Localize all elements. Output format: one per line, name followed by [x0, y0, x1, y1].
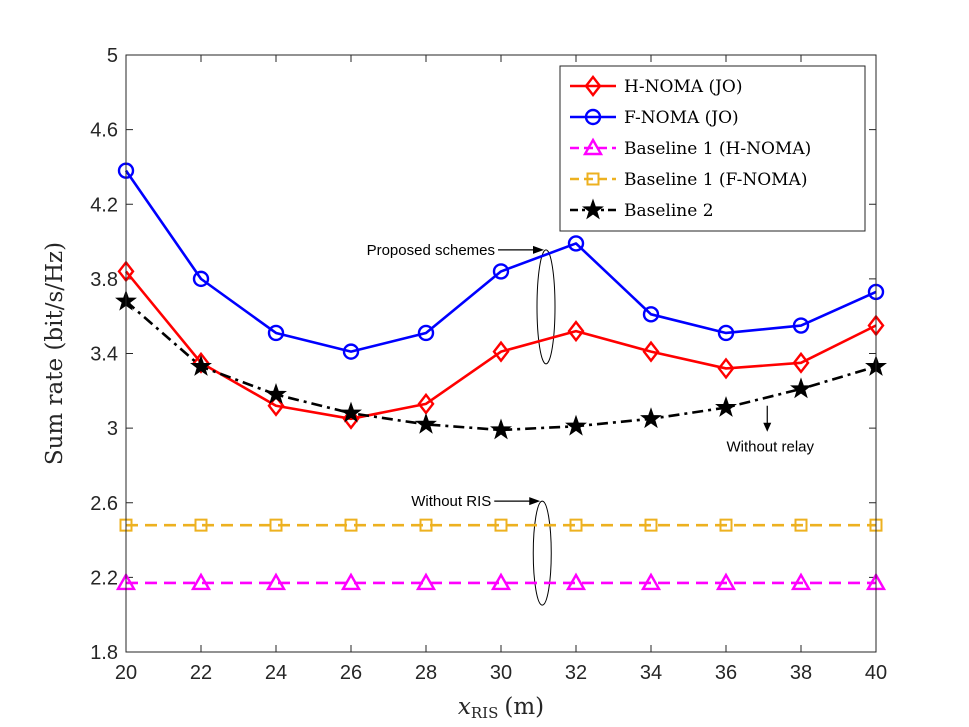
series-line-0 — [124, 270, 877, 421]
legend: H-NOMA (JO) F-NOMA (JO) Baseline 1 (H-NOMA… — [559, 65, 866, 232]
x-tick-label: 30 — [490, 662, 512, 684]
y-tick-label: 4.6 — [90, 120, 118, 142]
series-4-marker — [340, 401, 362, 423]
legend-marker-0 — [584, 75, 602, 97]
series-1-marker — [792, 317, 810, 334]
annotation-shapes — [494, 245, 772, 606]
x-tick-label: 20 — [115, 662, 137, 684]
annotation-labels: Proposed schemes Without RIS Without relay — [367, 242, 815, 510]
annotation-label: Without relay — [726, 439, 814, 456]
y-tick-label: 3 — [107, 418, 118, 440]
series-2-marker — [565, 572, 587, 591]
series-3-marker — [419, 518, 433, 532]
series-2-marker — [715, 572, 737, 591]
x-axis-label-unit: (m) — [504, 694, 544, 720]
x-tick-label: 36 — [715, 662, 737, 684]
series-0-marker — [642, 340, 660, 363]
y-tick-label: 2.6 — [90, 493, 118, 515]
series-4-marker — [715, 396, 737, 417]
tick-labels: 20 22 24 26 28 30 32 34 36 38 40 1.8 2.2 2.6 3 3.4 3.8 4.… — [90, 45, 887, 684]
y-axis-label: Sum rate (bit/s/Hz) — [42, 242, 68, 465]
series-4-marker — [640, 407, 662, 429]
series-2-marker — [790, 572, 812, 591]
annotation-label: Without RIS — [411, 493, 491, 510]
x-axis-label-sub: RIS — [471, 704, 499, 722]
x-tick-label: 40 — [865, 662, 887, 684]
series-1-marker — [267, 324, 285, 342]
x-tick-label: 26 — [340, 662, 362, 684]
series-4-marker — [265, 383, 287, 404]
series-3-marker — [194, 518, 208, 532]
legend-label-2: Baseline 1 (H-NOMA) — [624, 139, 811, 159]
series-1-marker — [642, 306, 660, 323]
series-4-marker — [415, 412, 437, 434]
legend-marker-2 — [582, 137, 604, 156]
legend-marker-1 — [584, 108, 602, 126]
series-3-marker — [794, 518, 808, 532]
series-line-1 — [124, 169, 877, 353]
series-1-marker — [342, 343, 360, 360]
series-3-marker — [344, 518, 358, 532]
series-2-marker — [190, 572, 212, 591]
series-1-marker — [567, 235, 585, 252]
series-2-marker — [490, 572, 512, 591]
series-1-marker — [417, 324, 435, 342]
series-3-marker — [494, 518, 508, 532]
series-3-marker — [569, 518, 583, 532]
series-3-marker — [719, 518, 733, 532]
x-axis-label-var: x — [458, 694, 471, 720]
series-line-4 — [125, 300, 877, 432]
series-1-marker — [717, 324, 735, 342]
x-tick-label: 22 — [190, 662, 212, 684]
x-axis-label: xRIS (m) — [458, 694, 544, 722]
y-tick-label: 3.8 — [90, 269, 118, 291]
series-1-marker — [492, 263, 510, 280]
axes-box — [125, 54, 877, 653]
series-0-marker — [567, 320, 585, 343]
series-4-marker — [565, 414, 587, 436]
annotation-arrow-head — [763, 422, 772, 432]
legend-label-0: H-NOMA (JO) — [624, 77, 743, 97]
x-tick-label: 38 — [790, 662, 812, 684]
legend-box — [559, 65, 866, 232]
annotation-ellipse — [536, 249, 556, 365]
annotation-arrow-head — [533, 245, 544, 254]
x-tick-label: 32 — [565, 662, 587, 684]
y-tick-label: 2.2 — [90, 567, 118, 589]
y-tick-label: 4.2 — [90, 194, 118, 216]
series-0-marker — [192, 351, 210, 374]
y-tick-label: 3.4 — [90, 344, 118, 366]
x-tick-label: 28 — [415, 662, 437, 684]
legend-marker-3 — [586, 172, 600, 186]
series-4-marker — [790, 377, 812, 399]
annotation-label: Proposed schemes — [367, 242, 495, 259]
series-3-marker — [644, 518, 658, 532]
y-tick-label: 1.8 — [90, 642, 118, 664]
series-0-marker — [717, 357, 735, 380]
series-0-marker — [492, 340, 510, 363]
series-1-marker — [192, 270, 210, 288]
x-tick-label: 24 — [265, 662, 287, 684]
series-4-marker — [490, 418, 512, 440]
legend-label-1: F-NOMA (JO) — [624, 108, 739, 128]
series-0-marker — [267, 394, 285, 417]
x-tick-label: 34 — [640, 662, 662, 684]
series-2-marker — [640, 572, 662, 591]
annotation-ellipse — [532, 500, 552, 606]
series-2-marker — [415, 572, 437, 591]
legend-label-3: Baseline 1 (F-NOMA) — [624, 170, 807, 190]
series-2-marker — [340, 572, 362, 591]
series-0-marker — [792, 351, 810, 374]
legend-marker-4 — [582, 198, 604, 220]
y-tick-label: 5 — [107, 45, 118, 67]
series-4-marker — [190, 355, 212, 376]
annotation-arrow-head — [529, 497, 541, 506]
series-2-marker — [265, 572, 287, 591]
series-3-marker — [269, 518, 283, 532]
legend-label-4: Baseline 2 — [624, 201, 714, 221]
